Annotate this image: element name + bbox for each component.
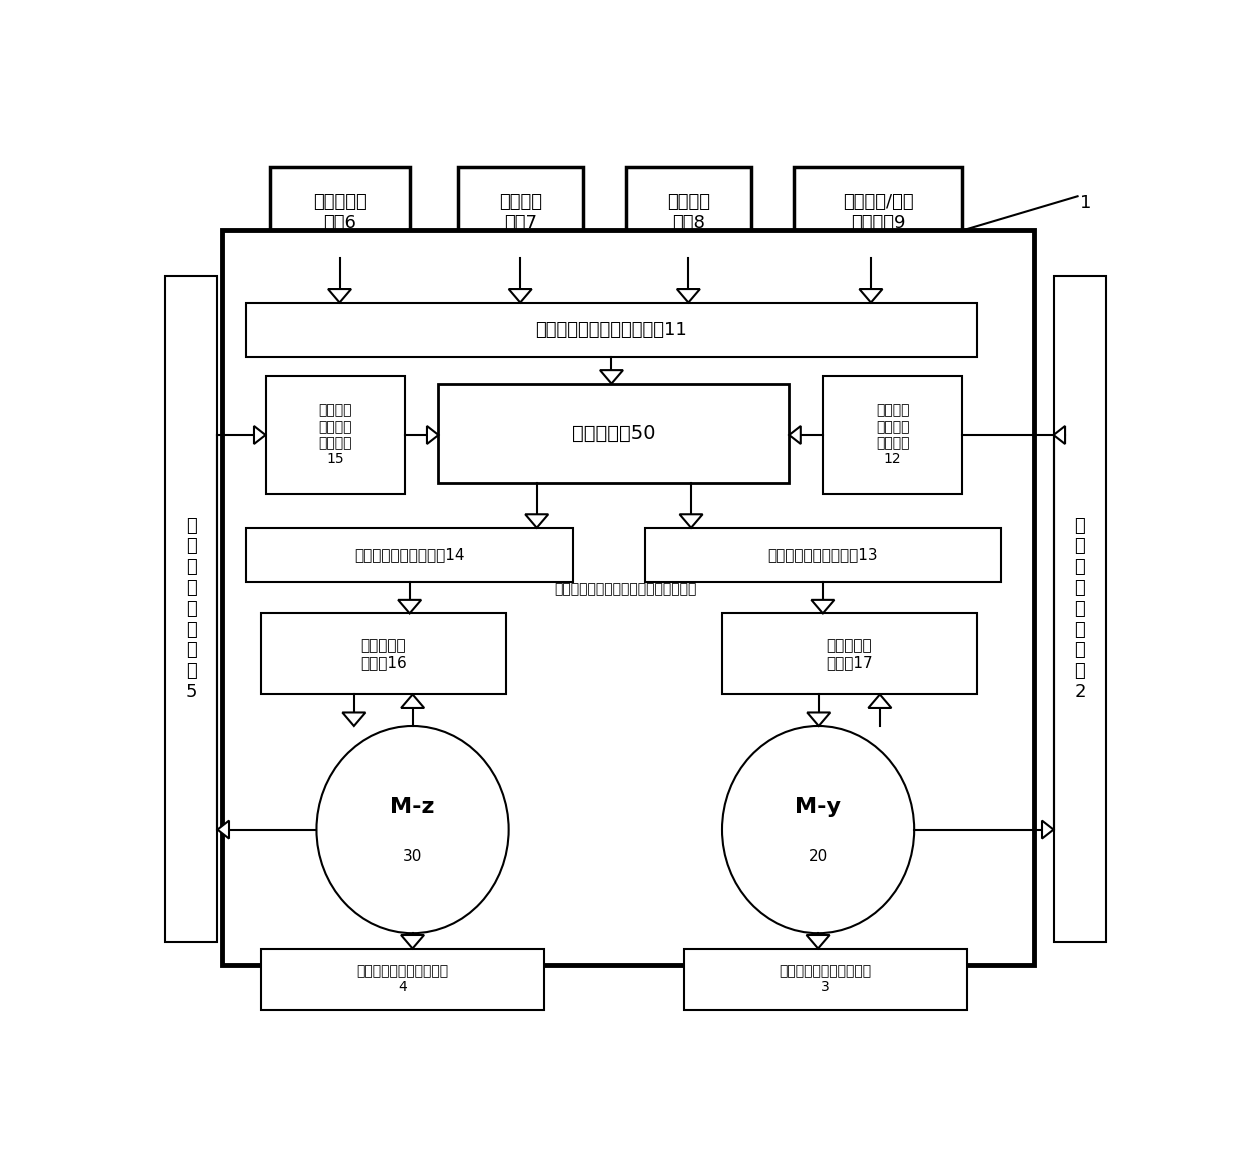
Polygon shape (427, 426, 439, 443)
Text: M-z: M-z (391, 797, 435, 817)
Polygon shape (789, 426, 801, 443)
Text: 20: 20 (808, 849, 828, 865)
Text: 右轮速度
信号前置
处理模块
12: 右轮速度 信号前置 处理模块 12 (875, 404, 909, 467)
Polygon shape (677, 289, 699, 303)
Text: M-y: M-y (795, 797, 841, 817)
Ellipse shape (722, 725, 914, 934)
Polygon shape (868, 695, 892, 708)
Bar (270, 167, 409, 257)
Bar (626, 167, 750, 257)
Polygon shape (811, 600, 835, 613)
Text: 单片计算机50: 单片计算机50 (572, 424, 656, 442)
Bar (260, 949, 544, 1010)
Bar (645, 528, 1001, 581)
Polygon shape (342, 713, 366, 725)
Bar (1054, 276, 1106, 942)
Text: 左轮速度
信号前置
处理模块
15: 左轮速度 信号前置 处理模块 15 (319, 404, 352, 467)
Polygon shape (1042, 820, 1054, 839)
Ellipse shape (316, 725, 508, 934)
Text: 双轮毂电机电子差速与调速集中控制器: 双轮毂电机电子差速与调速集中控制器 (554, 581, 697, 596)
Text: 左轮毂电机位置霍尔信号
4: 左轮毂电机位置霍尔信号 4 (356, 964, 449, 994)
Polygon shape (680, 515, 703, 528)
Text: 左
车
轮
转
速
传
感
器
5: 左 车 轮 转 速 传 感 器 5 (185, 517, 197, 701)
Bar (165, 276, 217, 942)
Text: 左轮毂电机
控制器16: 左轮毂电机 控制器16 (360, 638, 407, 670)
Text: 右轮毂电机位置霍尔信号
3: 右轮毂电机位置霍尔信号 3 (779, 964, 872, 994)
Bar (439, 384, 789, 483)
Text: 转弯传感器
接口6: 转弯传感器 接口6 (314, 193, 367, 232)
Polygon shape (401, 695, 424, 708)
Polygon shape (526, 515, 548, 528)
Polygon shape (398, 600, 422, 613)
Text: 调速踏板
接口7: 调速踏板 接口7 (498, 193, 542, 232)
Text: 30: 30 (403, 849, 423, 865)
Text: 右
车
轮
转
速
传
感
器
2: 右 车 轮 转 速 传 感 器 2 (1074, 517, 1086, 701)
Polygon shape (807, 713, 831, 725)
Bar (823, 377, 962, 494)
Text: 右轮毂电机
控制器17: 右轮毂电机 控制器17 (826, 638, 873, 670)
Bar (683, 949, 967, 1010)
Bar (265, 377, 404, 494)
Text: 1: 1 (1080, 194, 1091, 213)
Text: 左轮前置驱动单元模块14: 左轮前置驱动单元模块14 (355, 548, 465, 563)
Text: 控制信号集中调理单元模块11: 控制信号集中调理单元模块11 (536, 321, 687, 338)
Polygon shape (806, 935, 830, 949)
Polygon shape (217, 820, 229, 839)
Bar (794, 167, 962, 257)
Text: 右轮前置驱动单元模块13: 右轮前置驱动单元模块13 (768, 548, 878, 563)
Polygon shape (600, 370, 622, 384)
Text: 电子驻车/防盗
遥控接口9: 电子驻车/防盗 遥控接口9 (843, 193, 914, 232)
Text: 刹车踏板
接口8: 刹车踏板 接口8 (667, 193, 709, 232)
Bar (247, 528, 573, 581)
Bar (458, 167, 583, 257)
Polygon shape (254, 426, 265, 443)
Bar (722, 613, 977, 695)
Bar (222, 230, 1034, 965)
Polygon shape (508, 289, 532, 303)
Bar (260, 613, 506, 695)
Polygon shape (327, 289, 351, 303)
Polygon shape (1054, 426, 1065, 443)
Polygon shape (859, 289, 883, 303)
Polygon shape (401, 935, 424, 949)
Bar (247, 303, 977, 357)
